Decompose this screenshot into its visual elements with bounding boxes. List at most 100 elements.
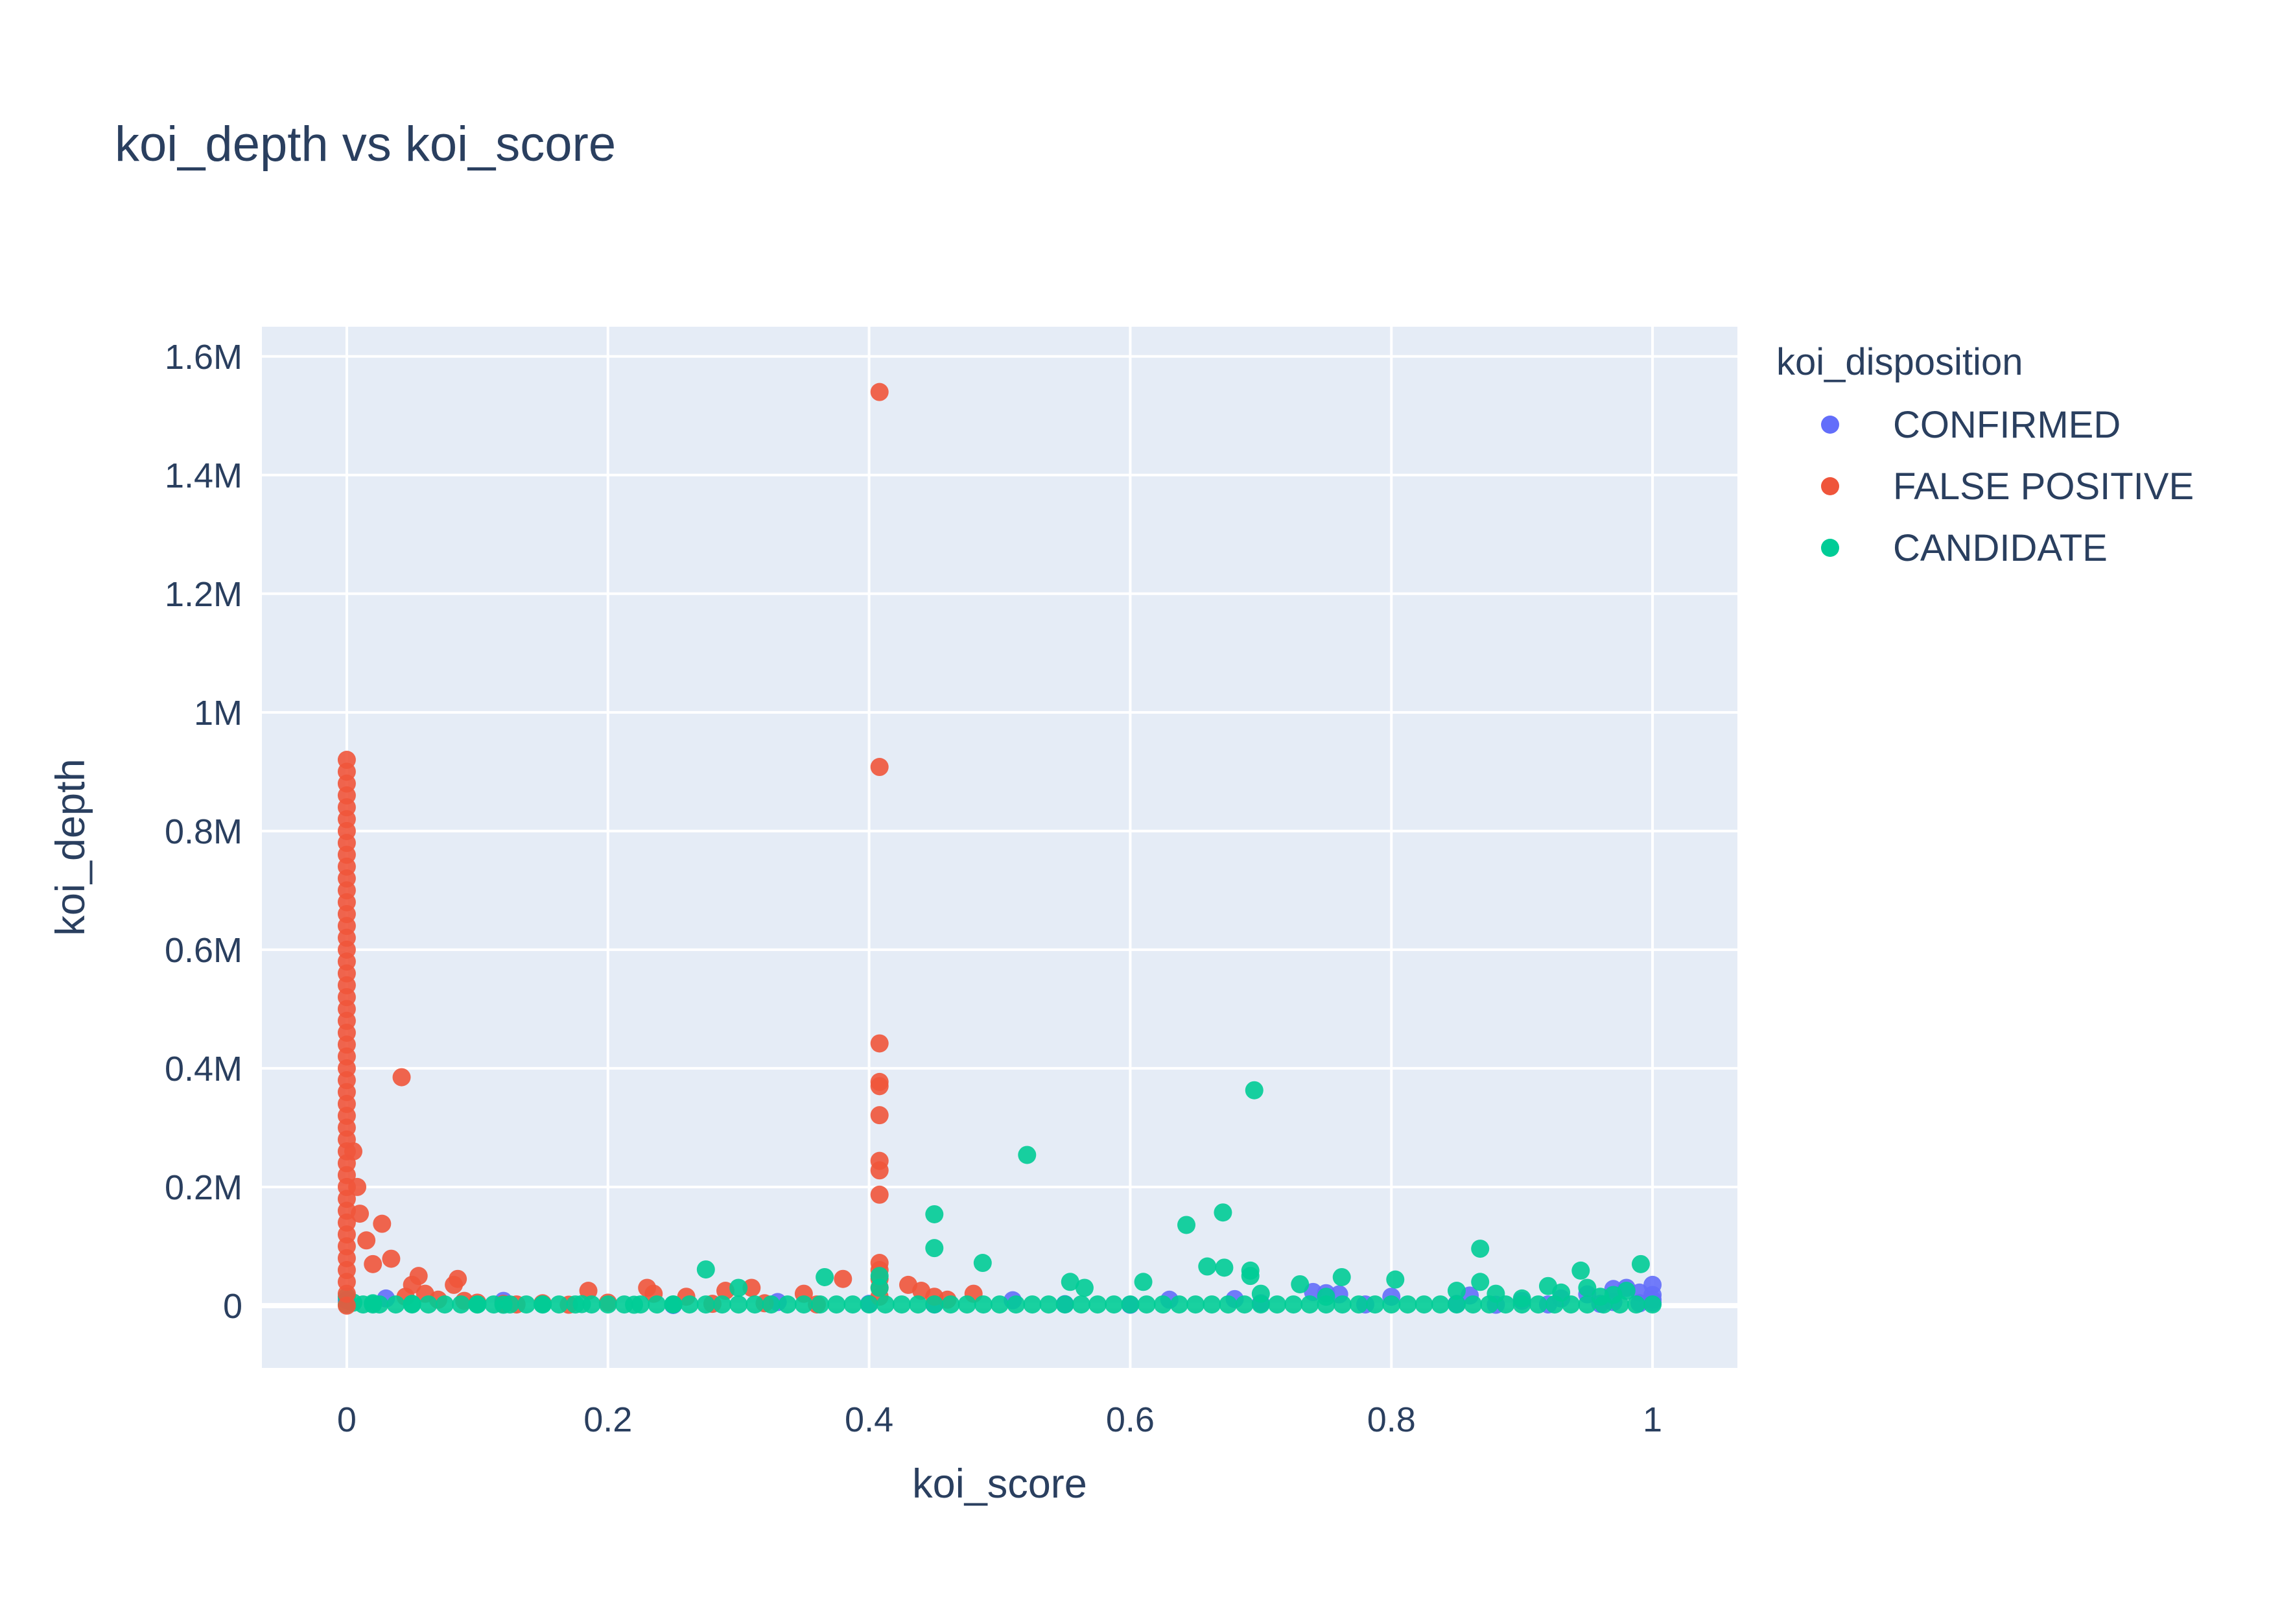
data-point	[598, 1295, 617, 1314]
data-point	[1562, 1295, 1581, 1314]
data-point	[909, 1295, 928, 1314]
data-point	[1398, 1295, 1417, 1314]
data-point	[1291, 1275, 1310, 1293]
data-point	[729, 1295, 748, 1314]
data-point	[1018, 1146, 1037, 1164]
data-point	[925, 1205, 944, 1223]
legend-item-candidate[interactable]: CANDIDATE	[1821, 527, 2108, 569]
data-point	[870, 1106, 889, 1125]
legend-items: CONFIRMED FALSE POSITIVE CANDIDATE	[1821, 404, 2194, 569]
data-point	[1284, 1295, 1303, 1314]
data-point	[1627, 1295, 1645, 1314]
data-point	[742, 1278, 761, 1297]
data-point	[1088, 1295, 1107, 1314]
data-point	[1007, 1295, 1026, 1314]
data-point	[1251, 1295, 1270, 1314]
legend-item-false-positive[interactable]: FALSE POSITIVE	[1821, 465, 2194, 508]
x-axis-title: koi_score	[912, 1461, 1087, 1507]
data-point	[664, 1295, 683, 1314]
data-point	[435, 1295, 454, 1314]
data-point	[382, 1249, 401, 1268]
data-point	[746, 1295, 764, 1314]
data-point	[1610, 1295, 1629, 1314]
data-point	[1134, 1273, 1153, 1291]
data-point	[1464, 1295, 1483, 1314]
data-point	[1512, 1295, 1531, 1314]
data-point	[1235, 1295, 1254, 1314]
data-point	[1349, 1295, 1368, 1314]
data-point	[991, 1295, 1009, 1314]
data-point	[974, 1295, 993, 1314]
data-point	[876, 1295, 895, 1314]
data-point	[843, 1295, 862, 1314]
data-point	[1268, 1295, 1287, 1314]
data-point	[631, 1295, 650, 1314]
data-point	[1332, 1267, 1351, 1286]
data-point	[1105, 1295, 1123, 1314]
data-point	[386, 1295, 405, 1314]
data-point	[354, 1295, 373, 1314]
x-tick-label: 0	[337, 1400, 357, 1439]
marker-layer	[337, 382, 1662, 1315]
x-tick-label: 0.2	[583, 1400, 632, 1439]
data-point	[1471, 1273, 1490, 1291]
data-point	[870, 382, 889, 401]
data-point	[680, 1295, 699, 1314]
data-point	[1219, 1295, 1238, 1314]
data-point	[1447, 1295, 1466, 1314]
data-point	[1386, 1270, 1405, 1289]
data-point	[357, 1231, 376, 1250]
y-tick-label: 0.8M	[165, 812, 242, 851]
data-point	[1617, 1282, 1636, 1300]
legend-label: CONFIRMED	[1893, 404, 2121, 446]
y-tick-label: 1.2M	[165, 575, 242, 614]
data-point	[403, 1295, 421, 1314]
data-point	[337, 751, 356, 770]
data-point	[1480, 1295, 1499, 1314]
data-point	[1170, 1295, 1188, 1314]
data-point	[484, 1295, 503, 1314]
series-false-positive-column	[337, 751, 356, 1315]
data-point	[1137, 1295, 1156, 1314]
data-point	[860, 1295, 878, 1314]
data-point	[1431, 1295, 1450, 1314]
legend-label: CANDIDATE	[1893, 527, 2108, 569]
plot-area	[262, 327, 1737, 1368]
x-tick-label: 0.4	[845, 1400, 893, 1439]
x-tick-label: 1	[1643, 1400, 1662, 1439]
data-point	[870, 1278, 889, 1297]
legend-marker	[1821, 477, 1839, 495]
data-point	[1571, 1261, 1590, 1280]
data-point	[1471, 1240, 1490, 1258]
data-point	[973, 1254, 992, 1273]
data-point	[1578, 1295, 1597, 1314]
data-point	[870, 1185, 889, 1204]
data-point	[870, 1161, 889, 1180]
data-point	[870, 1034, 889, 1053]
data-point	[925, 1239, 944, 1258]
data-point	[729, 1278, 748, 1297]
data-point	[468, 1295, 487, 1314]
data-point	[1382, 1295, 1401, 1314]
data-point	[452, 1295, 471, 1314]
data-point	[500, 1295, 519, 1314]
data-point	[712, 1295, 731, 1314]
data-point	[762, 1295, 781, 1314]
data-point	[1245, 1081, 1264, 1100]
data-point	[648, 1295, 666, 1314]
legend-item-confirmed[interactable]: CONFIRMED	[1821, 404, 2121, 446]
data-point	[1121, 1295, 1140, 1314]
data-point	[364, 1254, 382, 1273]
data-point	[1241, 1267, 1260, 1286]
data-point	[827, 1295, 846, 1314]
data-point	[1198, 1257, 1217, 1276]
y-tick-label: 0.4M	[165, 1050, 242, 1089]
y-tick-label: 0	[223, 1287, 242, 1326]
data-point	[1072, 1295, 1090, 1314]
data-point	[1317, 1295, 1335, 1314]
data-point	[834, 1269, 852, 1288]
data-point	[794, 1295, 813, 1314]
data-point	[925, 1295, 944, 1314]
data-point	[1643, 1295, 1662, 1314]
data-point	[1214, 1203, 1232, 1222]
